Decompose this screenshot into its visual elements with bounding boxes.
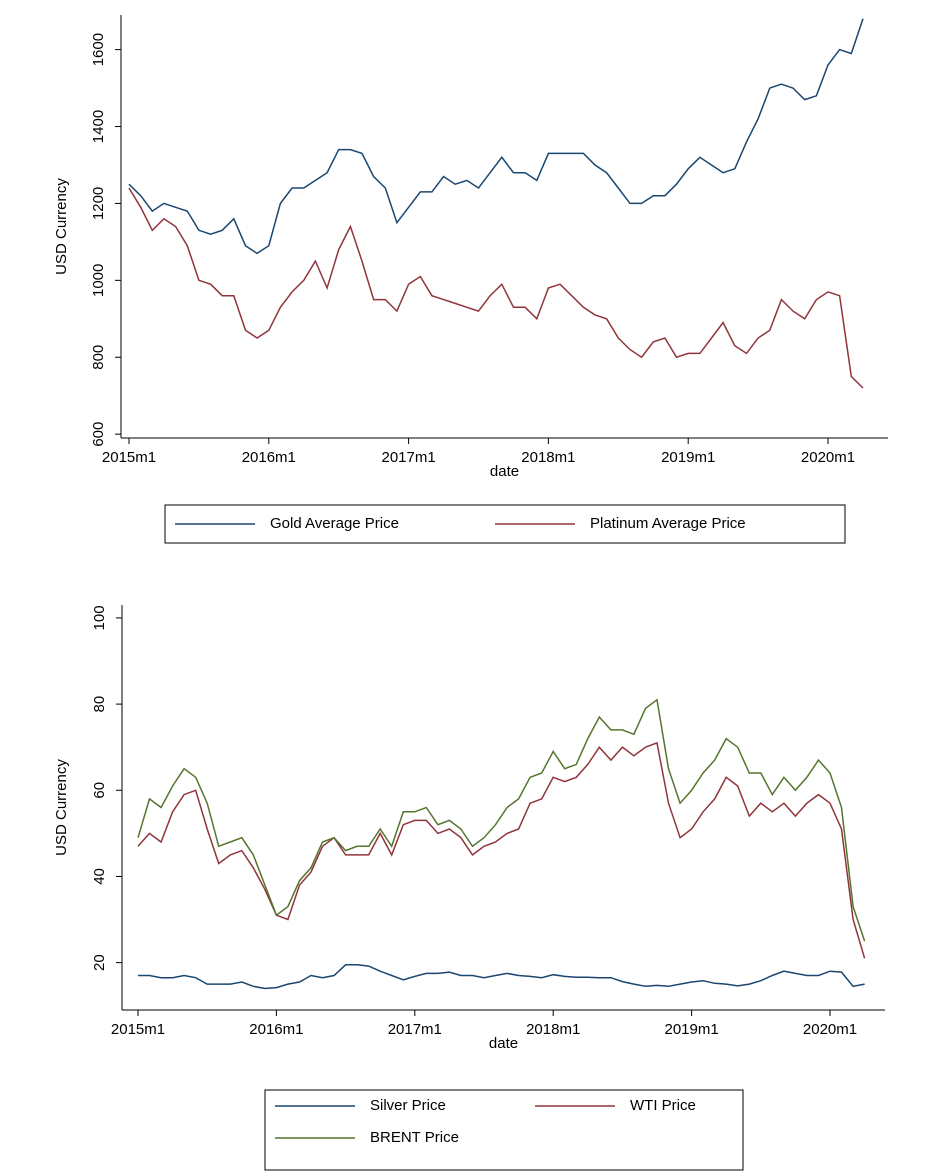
y-tick-label: 100: [91, 605, 108, 630]
y-axis-title: USD Currency: [53, 178, 70, 275]
series-line: [128, 18, 864, 255]
legend-label: BRENT Price: [370, 1129, 459, 1146]
series-line: [138, 964, 865, 990]
x-tick-label: 2018m1: [526, 1021, 580, 1038]
x-tick-label: 2020m1: [803, 1021, 857, 1038]
x-tick-label: 2018m1: [521, 449, 575, 466]
y-tick-label: 60: [91, 782, 108, 799]
y-tick-label: 80: [91, 696, 108, 713]
y-tick-label: 600: [90, 422, 107, 447]
series-line: [128, 187, 864, 389]
x-tick-label: 2019m1: [661, 449, 715, 466]
y-tick-label: 1000: [90, 264, 107, 297]
y-tick-label: 1200: [90, 187, 107, 220]
x-tick-label: 2017m1: [388, 1021, 442, 1038]
legend-label: Silver Price: [370, 1097, 446, 1114]
x-tick-label: 2016m1: [249, 1021, 303, 1038]
y-tick-label: 40: [91, 868, 108, 885]
series-line: [137, 741, 866, 959]
x-tick-label: 2019m1: [664, 1021, 718, 1038]
legend-box: [264, 1089, 744, 1171]
legend-box: [164, 504, 846, 544]
series-line: [137, 698, 866, 942]
x-tick-label: 2015m1: [102, 449, 156, 466]
x-axis-title: date: [490, 463, 519, 480]
legend-label: Platinum Average Price: [590, 515, 746, 532]
x-tick-label: 2017m1: [381, 449, 435, 466]
y-tick-label: 1600: [90, 33, 107, 66]
y-tick-label: 20: [91, 954, 108, 971]
y-tick-label: 1400: [90, 110, 107, 143]
x-tick-label: 2020m1: [801, 449, 855, 466]
y-tick-label: 800: [90, 345, 107, 370]
y-axis-title: USD Currency: [53, 759, 70, 856]
legend-label: WTI Price: [630, 1097, 696, 1114]
x-axis-title: date: [489, 1035, 518, 1052]
legend-label: Gold Average Price: [270, 515, 399, 532]
x-tick-label: 2016m1: [242, 449, 296, 466]
x-tick-label: 2015m1: [111, 1021, 165, 1038]
